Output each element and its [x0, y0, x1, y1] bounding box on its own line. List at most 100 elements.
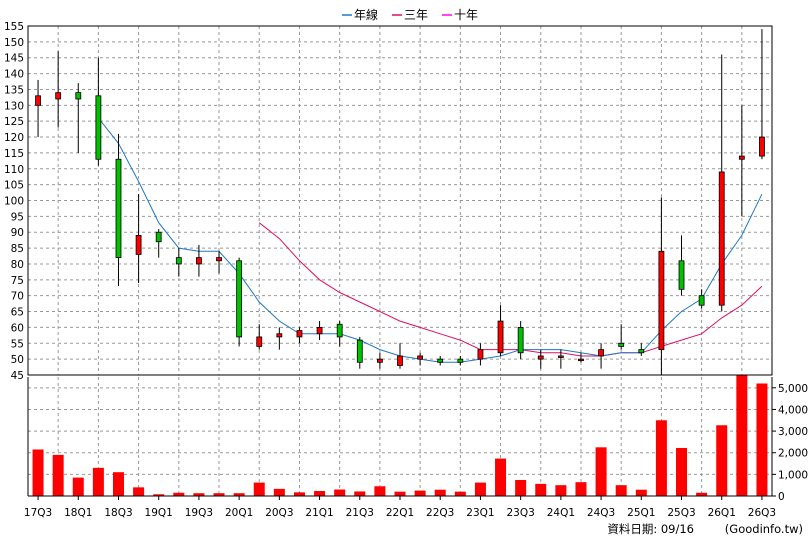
y-tick-label: 115 — [4, 148, 24, 160]
legend-label: 年線 — [354, 7, 378, 22]
candle-body — [678, 260, 685, 290]
y-tick-label: 135 — [4, 84, 24, 96]
y-tick-label: 50 — [11, 354, 24, 366]
x-tick-label: 24Q1 — [547, 507, 575, 519]
volume-bar — [414, 490, 426, 496]
candle-body — [216, 257, 222, 262]
y-tick-label: 145 — [4, 53, 24, 65]
x-tick-label: 25Q3 — [667, 507, 695, 519]
volume-y-tick-label: 2,000 — [778, 448, 808, 460]
candle-body — [417, 355, 424, 360]
volume-bar — [474, 482, 486, 496]
volume-bar — [434, 489, 446, 496]
x-tick-label: 22Q1 — [386, 507, 414, 519]
volume-bar — [52, 454, 64, 496]
volume-y-tick-label: 3,000 — [778, 426, 808, 438]
x-tick-label: 18Q3 — [104, 507, 132, 519]
y-tick-label: 95 — [11, 211, 24, 223]
candle-body — [236, 260, 243, 338]
candle-body — [718, 171, 725, 306]
candle-body — [55, 92, 62, 100]
volume-bar — [615, 485, 627, 496]
candle-body — [196, 257, 202, 265]
y-tick-label: 80 — [11, 259, 24, 271]
x-tick-label: 19Q3 — [185, 507, 213, 519]
candle-body — [517, 327, 524, 354]
y-tick-label: 105 — [4, 180, 24, 192]
volume-bar — [515, 479, 527, 496]
candlesticks — [35, 29, 765, 375]
y-tick-label: 155 — [4, 21, 24, 33]
candle-body — [477, 349, 484, 360]
volume-bar — [555, 485, 567, 496]
volume-bar — [756, 383, 768, 496]
candle-body — [537, 355, 544, 360]
y-tick-label: 55 — [11, 338, 24, 350]
price-plot-frame — [27, 25, 773, 376]
volume-bar — [293, 492, 305, 496]
candle-body — [397, 355, 403, 366]
x-tick-label: 22Q3 — [426, 507, 454, 519]
volume-bar — [716, 425, 728, 496]
x-tick-label: 25Q1 — [627, 507, 655, 519]
volume-bar — [253, 482, 265, 496]
source-label: (Goodinfo.tw) — [725, 522, 803, 536]
volume-y-tick-label: 1,000 — [778, 469, 808, 481]
candle-body — [115, 158, 122, 259]
y-tick-label: 90 — [11, 227, 24, 239]
volume-bar — [374, 486, 386, 496]
candle-body — [95, 95, 102, 160]
x-tick-label: 20Q1 — [225, 507, 253, 519]
x-tick-label: 23Q1 — [466, 507, 494, 519]
y-tick-label: 60 — [11, 322, 24, 334]
candle-body — [578, 358, 584, 362]
legend-label: 三年 — [404, 8, 428, 22]
candle-body — [35, 95, 41, 106]
candle-body — [135, 234, 142, 255]
candle-body — [175, 257, 182, 265]
candle-body — [155, 231, 162, 243]
candle-body — [638, 349, 645, 354]
y-tick-label: 110 — [4, 164, 24, 176]
x-tick-label: 21Q3 — [346, 507, 374, 519]
x-tick-label: 20Q3 — [265, 507, 293, 519]
candle-body — [497, 320, 504, 354]
volume-y-tick-label: 4,000 — [778, 404, 808, 416]
y-tick-label: 65 — [11, 307, 24, 319]
volume-bar — [153, 494, 165, 496]
ma-year-line — [98, 117, 763, 363]
x-tick-label: 18Q1 — [64, 507, 92, 519]
x-tick-label: 26Q1 — [708, 507, 736, 519]
candle-body — [698, 295, 705, 306]
volume-bar — [193, 493, 205, 496]
data-date-label: 資料日期: 09/16 — [607, 522, 694, 536]
volume-bars — [32, 374, 768, 496]
volume-bar — [454, 491, 466, 496]
volume-y-tick-label: 0 — [778, 491, 785, 503]
x-tick-label: 23Q3 — [506, 507, 534, 519]
volume-bar — [535, 483, 547, 496]
candle-body — [336, 323, 343, 338]
volume-bar — [575, 482, 587, 496]
volume-bar — [595, 447, 607, 496]
x-tick-label: 26Q3 — [748, 507, 776, 519]
volume-bar — [676, 447, 688, 496]
legend: 年線 三年 十年 — [342, 7, 478, 22]
y-tick-label: 120 — [4, 132, 24, 144]
x-tick-label: 24Q3 — [587, 507, 615, 519]
ma-three-year-line — [258, 222, 763, 357]
candle-body — [437, 358, 444, 363]
volume-bar — [72, 477, 84, 496]
candle-body — [316, 327, 323, 335]
volume-bar — [112, 472, 124, 496]
volume-bar — [696, 492, 708, 496]
volume-bar — [32, 449, 44, 496]
volume-bar — [233, 493, 245, 496]
candle-body — [759, 136, 765, 157]
y-tick-label: 130 — [4, 100, 24, 112]
y-tick-label: 75 — [11, 275, 24, 287]
price-grid — [28, 25, 772, 376]
candle-body — [376, 358, 383, 363]
candle-body — [296, 330, 303, 338]
